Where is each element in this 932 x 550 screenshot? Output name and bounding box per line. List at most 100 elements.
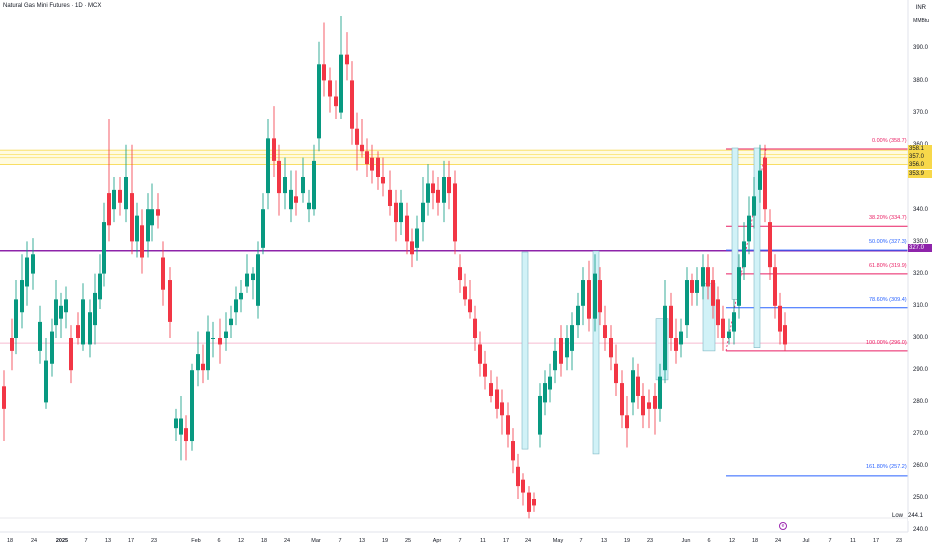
date-tick-month: May — [552, 538, 564, 544]
candle-body — [436, 189, 440, 203]
low-value: 244.1 — [908, 513, 932, 521]
candle-body — [620, 383, 624, 416]
candle-body — [521, 479, 525, 493]
candle-body — [294, 196, 298, 203]
date-tick: 7 — [458, 538, 462, 544]
candle-body — [758, 170, 762, 190]
candle-body — [426, 183, 430, 203]
candle-body — [543, 383, 547, 403]
candle-body — [161, 257, 165, 290]
date-tick: 25 — [404, 538, 412, 544]
candle-body — [706, 267, 710, 287]
price-tick: 250.0 — [913, 495, 929, 501]
zone-box — [521, 251, 529, 450]
price-tick: 260.0 — [913, 463, 929, 469]
candle-body — [146, 209, 150, 242]
candle-body — [747, 215, 751, 242]
date-tick: 17 — [502, 538, 510, 544]
date-tick: 13 — [358, 538, 366, 544]
fib-label: 61.80% (319.9) — [869, 263, 907, 269]
fib-label: 100.00% (296.0) — [866, 340, 907, 346]
candle-body — [224, 331, 228, 338]
candle-body — [458, 267, 462, 281]
candle-body — [778, 305, 782, 332]
date-tick: 11 — [850, 538, 856, 544]
zone-box — [592, 250, 600, 455]
candle-body — [266, 138, 270, 194]
price-tag: 353.9 — [908, 170, 932, 178]
date-tick: 6 — [707, 538, 711, 544]
candle-body — [495, 389, 499, 409]
candle-body — [102, 222, 106, 274]
date-tick: 18 — [751, 538, 759, 544]
candle-body — [218, 338, 222, 345]
candle-body — [211, 338, 215, 339]
candle-body — [763, 157, 767, 210]
currency-label: INR — [915, 5, 926, 11]
unit-label: MMBtu — [913, 18, 929, 24]
event-marker-icon[interactable]: e — [779, 522, 787, 530]
date-tick: 19 — [623, 538, 631, 544]
candle-body — [239, 292, 243, 300]
date-tick-year: 2025 — [55, 538, 69, 544]
candle-body — [118, 189, 122, 203]
candle-body — [328, 80, 332, 97]
date-tick-month: Jul — [802, 538, 810, 544]
candle-body — [768, 222, 772, 268]
date-tick: 24 — [30, 538, 38, 544]
candle-body — [593, 273, 597, 319]
candle-body — [581, 280, 585, 306]
candle-body — [93, 292, 97, 326]
candle-body — [156, 209, 160, 216]
date-tick: 13 — [600, 538, 608, 544]
candle-body — [272, 138, 276, 161]
candle-body — [317, 64, 321, 139]
candle-body — [59, 305, 63, 319]
candle-body — [365, 151, 369, 165]
candle-body — [570, 325, 574, 351]
candle-body — [609, 338, 613, 358]
price-tag: 358.1 — [908, 145, 932, 153]
candle-body — [773, 267, 777, 306]
date-tick: 18 — [260, 538, 268, 544]
candle-body — [339, 54, 343, 113]
candle-body — [350, 80, 354, 129]
fib-label: 78.60% (309.4) — [869, 297, 907, 303]
candle-body — [307, 202, 311, 210]
candle-body — [38, 321, 42, 351]
candle-body — [442, 177, 446, 203]
candle-body — [261, 209, 265, 248]
candle-body — [64, 299, 68, 313]
candle-body — [721, 318, 725, 338]
candle-body — [370, 157, 374, 171]
zone-box — [731, 147, 739, 300]
candle-body — [76, 325, 80, 338]
candle-body — [603, 325, 607, 338]
price-tick: 370.0 — [913, 110, 929, 116]
candle-body — [112, 189, 116, 210]
candle-body — [251, 273, 255, 281]
price-tag-current: 327.0 — [908, 244, 932, 252]
candle-body — [641, 395, 645, 416]
candle-body — [130, 193, 134, 242]
candle-body — [658, 376, 662, 409]
candle-body — [732, 312, 736, 332]
candle-body — [376, 157, 380, 177]
candle-body — [245, 273, 249, 287]
candle-body — [690, 280, 694, 293]
candle-body — [345, 54, 349, 65]
candle-body — [679, 331, 683, 345]
date-tick-month: Feb — [191, 538, 201, 544]
candle-body — [44, 360, 48, 403]
candle-body — [453, 183, 457, 242]
candle-body — [489, 383, 493, 396]
candle-body — [625, 415, 629, 429]
price-tick: 340.0 — [913, 207, 929, 213]
date-tick: 19 — [381, 538, 389, 544]
candle-body — [576, 305, 580, 326]
candle-body — [614, 363, 618, 384]
candle-body — [468, 299, 472, 313]
candle-body — [14, 299, 18, 338]
candle-body — [711, 280, 715, 306]
